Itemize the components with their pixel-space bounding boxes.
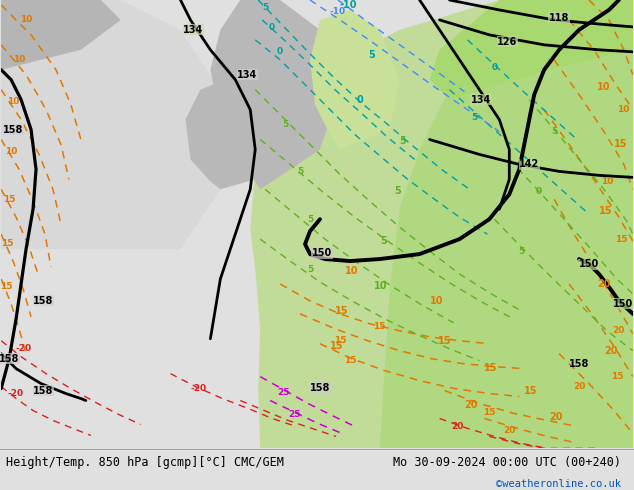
Text: -20: -20 — [15, 344, 31, 353]
Text: 20: 20 — [604, 346, 618, 356]
Text: 158: 158 — [310, 383, 330, 392]
Text: 10: 10 — [597, 82, 611, 92]
Text: 20: 20 — [451, 422, 463, 431]
Text: 134: 134 — [183, 25, 204, 35]
Text: 15: 15 — [599, 206, 612, 216]
Text: 10: 10 — [601, 177, 613, 186]
Polygon shape — [1, 0, 230, 249]
Text: 15: 15 — [437, 336, 451, 346]
Text: 20: 20 — [465, 400, 478, 411]
Text: 15: 15 — [335, 306, 349, 316]
Text: 5: 5 — [395, 186, 401, 196]
Text: 0: 0 — [277, 48, 283, 56]
Text: 15: 15 — [614, 235, 627, 244]
Text: 118: 118 — [549, 13, 569, 23]
Text: 5: 5 — [297, 167, 303, 176]
Polygon shape — [430, 0, 633, 99]
Text: 158: 158 — [0, 354, 19, 364]
Text: 10: 10 — [345, 266, 358, 276]
Text: 150: 150 — [312, 248, 332, 258]
Text: -10: -10 — [330, 7, 346, 17]
Text: 20: 20 — [573, 382, 585, 391]
Text: 15: 15 — [344, 356, 356, 365]
Text: 15: 15 — [1, 239, 13, 247]
Text: 15: 15 — [333, 336, 346, 345]
Text: 10: 10 — [617, 105, 629, 114]
Text: 20: 20 — [597, 279, 611, 289]
Text: 5: 5 — [262, 3, 268, 12]
Text: 150: 150 — [579, 259, 599, 269]
Text: 158: 158 — [569, 359, 589, 368]
Text: 134: 134 — [471, 95, 491, 105]
Text: 158: 158 — [33, 296, 53, 306]
Text: 5: 5 — [307, 265, 313, 273]
Text: 5: 5 — [518, 246, 524, 256]
Text: 25: 25 — [288, 410, 301, 419]
Text: 126: 126 — [497, 37, 517, 47]
Polygon shape — [310, 10, 399, 149]
Polygon shape — [186, 80, 265, 189]
Text: 15: 15 — [0, 282, 13, 292]
Text: 0: 0 — [491, 63, 498, 72]
Text: 15: 15 — [3, 195, 15, 204]
Polygon shape — [250, 0, 633, 448]
Text: 0: 0 — [536, 187, 542, 196]
Text: ©weatheronline.co.uk: ©weatheronline.co.uk — [496, 479, 621, 489]
Text: 25: 25 — [277, 388, 289, 397]
Text: 5: 5 — [307, 215, 313, 224]
Text: 158: 158 — [3, 124, 23, 135]
Text: 10: 10 — [430, 296, 443, 306]
Text: Mo 30-09-2024 00:00 UTC (00+240): Mo 30-09-2024 00:00 UTC (00+240) — [393, 456, 621, 469]
Text: Height/Temp. 850 hPa [gcmp][°C] CMC/GEM: Height/Temp. 850 hPa [gcmp][°C] CMC/GEM — [6, 456, 284, 469]
Text: 20: 20 — [549, 413, 562, 422]
Text: -10: -10 — [339, 0, 357, 10]
Text: -20: -20 — [190, 384, 207, 393]
Text: 5: 5 — [551, 127, 557, 136]
Text: 150: 150 — [612, 299, 633, 309]
Text: 15: 15 — [614, 140, 628, 149]
Text: 5: 5 — [399, 137, 406, 147]
Text: 10: 10 — [374, 281, 387, 291]
Text: 0: 0 — [269, 24, 275, 32]
Text: 5: 5 — [368, 50, 375, 60]
Text: 15: 15 — [330, 341, 344, 351]
Text: 10: 10 — [20, 15, 32, 24]
Text: 10: 10 — [5, 147, 17, 156]
Text: 20: 20 — [612, 326, 625, 335]
Text: 134: 134 — [237, 70, 257, 80]
Text: 10: 10 — [7, 97, 19, 106]
Text: 15: 15 — [524, 386, 538, 395]
Text: 15: 15 — [484, 363, 498, 372]
Text: 15: 15 — [373, 322, 386, 331]
Text: 142: 142 — [519, 159, 540, 170]
Polygon shape — [210, 0, 340, 189]
Text: 5: 5 — [282, 120, 288, 129]
Text: 5: 5 — [380, 236, 387, 246]
Text: 20: 20 — [503, 426, 515, 435]
Text: 158: 158 — [33, 386, 53, 395]
Text: 10: 10 — [13, 55, 25, 64]
Text: 0: 0 — [356, 95, 363, 105]
Text: 15: 15 — [483, 408, 496, 417]
Text: 15: 15 — [611, 372, 623, 381]
Polygon shape — [1, 0, 120, 70]
Text: 5: 5 — [471, 113, 477, 122]
Text: -20: -20 — [7, 389, 23, 398]
Polygon shape — [380, 0, 633, 448]
